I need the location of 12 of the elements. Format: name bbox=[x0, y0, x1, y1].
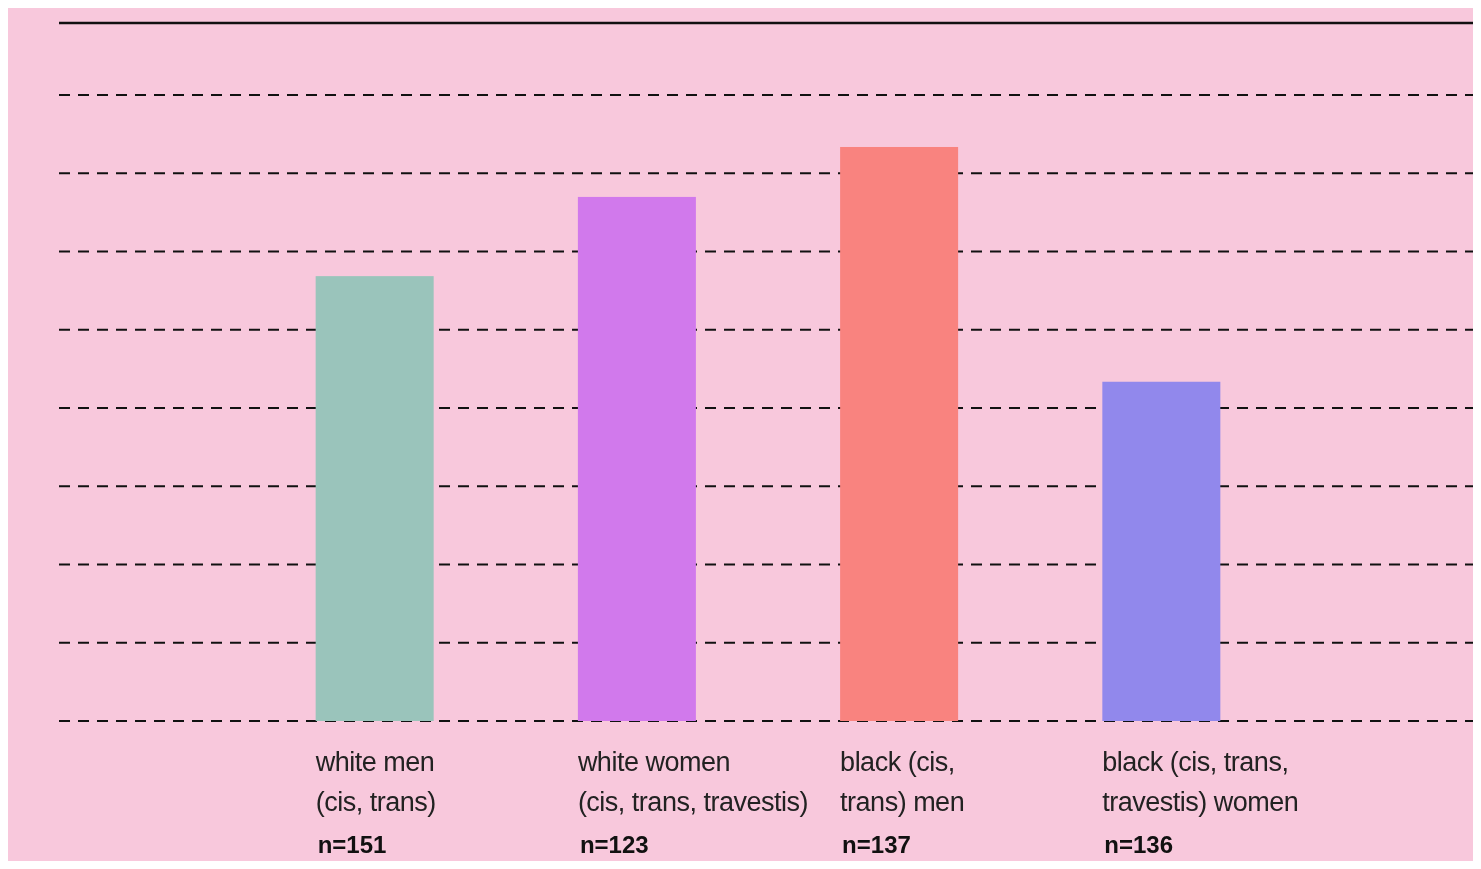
text: n=151 bbox=[317, 831, 387, 858]
text: n=123 bbox=[579, 831, 649, 858]
text: n=136 bbox=[1104, 831, 1174, 858]
x-tick-label: white women (cis, trans, travestis) bbox=[576, 747, 808, 817]
bar bbox=[1102, 381, 1221, 721]
bar bbox=[315, 276, 434, 721]
text: n=137 bbox=[842, 831, 911, 858]
x-tick-label: white men (cis, trans) bbox=[314, 747, 436, 817]
x-tick-label: black (cis, trans, travestis) women bbox=[1102, 747, 1299, 817]
x-tick-label: black (cis, trans) men bbox=[840, 747, 965, 817]
bar bbox=[577, 196, 696, 721]
bar bbox=[840, 146, 959, 721]
